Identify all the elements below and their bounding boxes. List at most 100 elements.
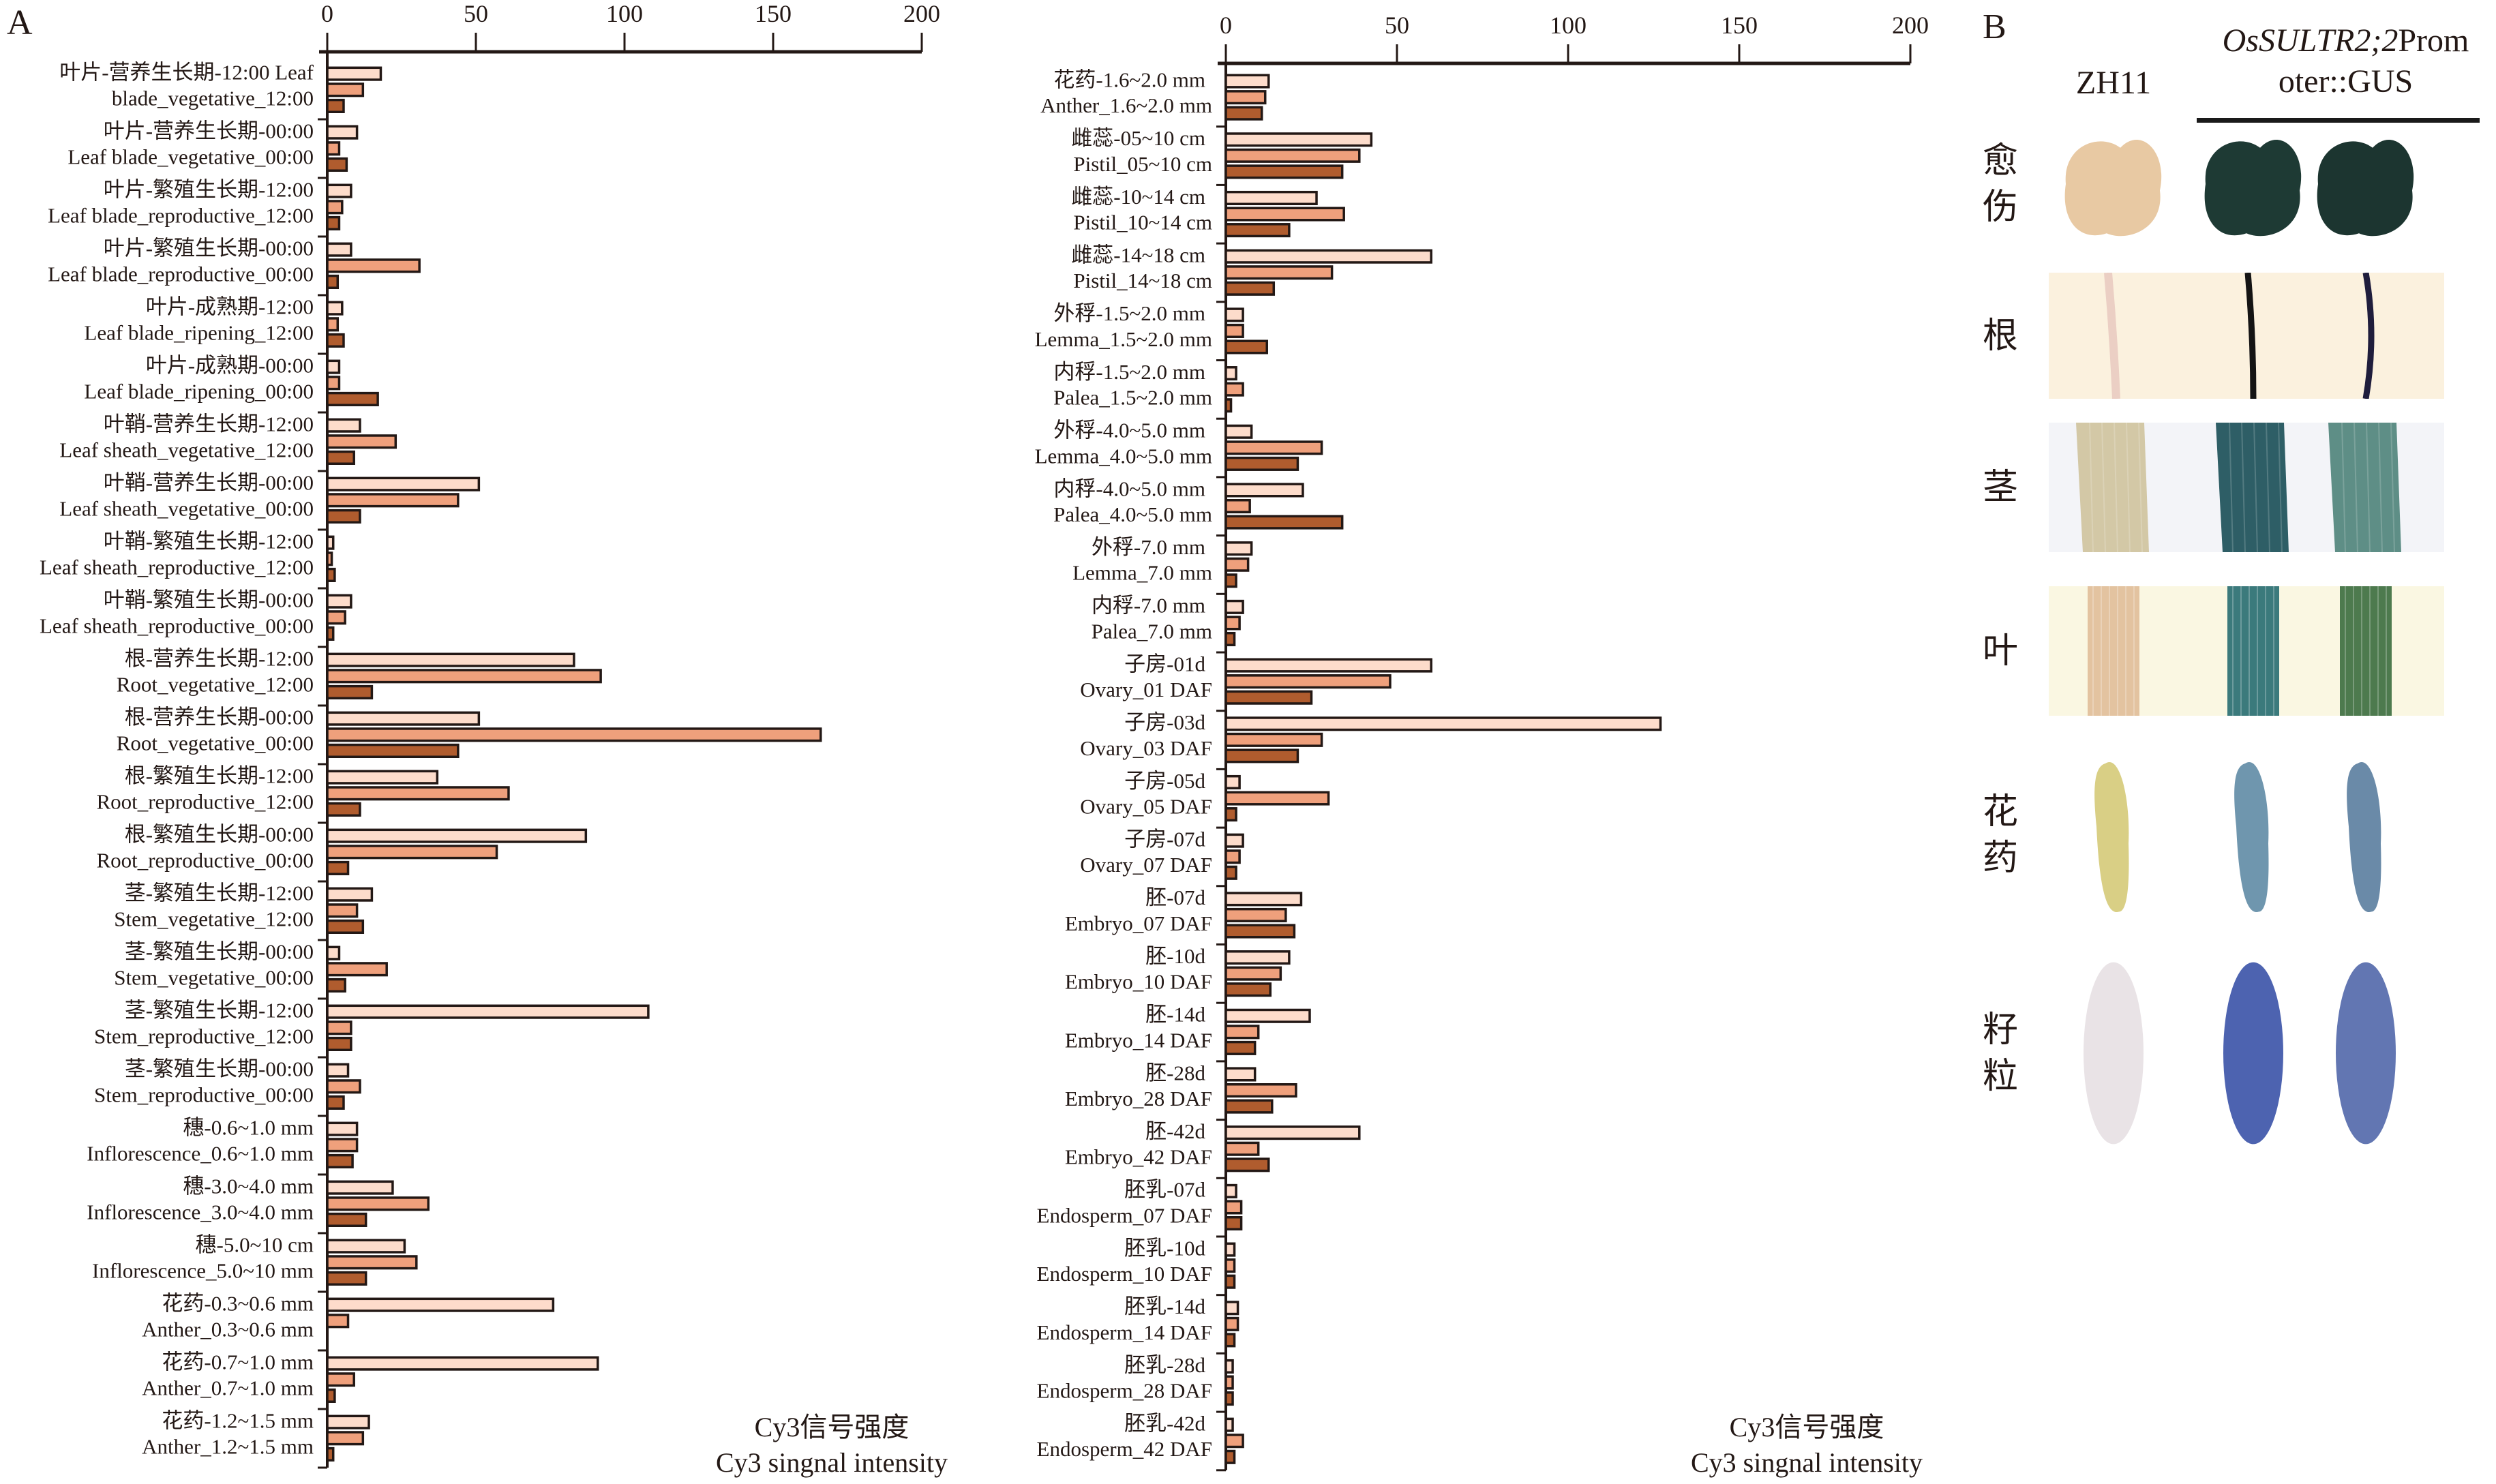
category-label-cn: 胚乳-28d: [1124, 1353, 1205, 1377]
bar-2: [326, 845, 498, 860]
bar-1: [326, 711, 481, 726]
bar-1: [326, 183, 352, 198]
category-label-en: Ovary_01 DAF: [1080, 678, 1212, 701]
cell-file-line: [2101, 423, 2106, 552]
category-label-cn: 茎-繁殖生长期-00:00: [125, 1057, 314, 1081]
category-label-en: Palea_1.5~2.0 mm: [1053, 386, 1212, 410]
category-label-en: Leaf sheath_vegetative_12:00: [59, 438, 314, 461]
sample-control-grain: [2084, 962, 2144, 1145]
category-label-en: Ovary_05 DAF: [1080, 795, 1212, 819]
category-label-en: Lemma_1.5~2.0 mm: [1035, 327, 1212, 351]
category-label-en: Leaf blade_reproductive_00:00: [48, 262, 314, 286]
cell-file-line: [2138, 423, 2143, 552]
bar-1: [326, 1121, 359, 1136]
bar-1: [326, 1356, 599, 1371]
bar-2: [326, 786, 510, 801]
category-label-cn: 花药-0.7~1.0 mm: [162, 1350, 314, 1374]
sample-gus-1-stem: [2216, 423, 2289, 552]
category-label-en: Root_reproductive_12:00: [96, 789, 314, 813]
bar-3: [326, 684, 374, 699]
bar-3: [1224, 807, 1237, 822]
sample-gus-1-root: [2244, 273, 2257, 399]
bar-1: [326, 887, 374, 902]
bar-2: [326, 1196, 430, 1211]
bar-3: [1224, 748, 1299, 763]
bar-1: [1224, 1417, 1234, 1432]
bar-1: [326, 242, 352, 257]
bar-3: [1224, 1333, 1236, 1348]
x-tick-label: 100: [1550, 12, 1587, 39]
bar-1: [326, 770, 439, 785]
category-label-cn: 胚乳-10d: [1124, 1236, 1205, 1260]
bar-3: [326, 743, 460, 758]
bar-2: [1224, 207, 1345, 222]
category-label-cn: 根-繁殖生长期-12:00: [125, 764, 314, 788]
bar-3: [1224, 865, 1237, 880]
category-label-en: Endosperm_28 DAF: [1037, 1379, 1212, 1403]
column-group-rule: [2197, 118, 2480, 123]
bar-2: [1224, 323, 1244, 338]
bar-1: [1224, 1125, 1361, 1140]
category-label-cn: 胚-28d: [1145, 1061, 1205, 1085]
category-label-en: Embryo_28 DAF: [1065, 1087, 1212, 1110]
bar-2: [1224, 1316, 1239, 1331]
category-label-en: Root_reproductive_00:00: [96, 848, 314, 872]
sample-gus-2-root: [2362, 273, 2375, 399]
bar-1: [326, 1297, 555, 1312]
category-label-en: Anther_0.7~1.0 mm: [142, 1376, 314, 1399]
sample-gus-2-callus: [2317, 139, 2414, 237]
bar-3: [326, 157, 348, 172]
bar-1: [1224, 892, 1303, 907]
bar-2: [326, 1138, 359, 1153]
bar-1: [1224, 716, 1662, 731]
category-label-cn: 内稃-7.0 mm: [1092, 594, 1205, 618]
bar-3: [1224, 281, 1276, 296]
bar-3: [1224, 1391, 1234, 1406]
bar-3: [326, 1036, 352, 1051]
category-label-en: Root_vegetative_00:00: [117, 731, 314, 755]
bar-3: [326, 1388, 336, 1403]
category-label-cn: 叶片-成熟期-12:00: [146, 295, 314, 319]
bar-2: [326, 1079, 361, 1094]
bar-2: [1224, 499, 1251, 514]
bar-2: [1224, 265, 1334, 280]
bar-2: [1224, 1025, 1260, 1040]
bar-3: [326, 1447, 335, 1462]
category-label-en: Leaf sheath_reproductive_12:00: [40, 555, 314, 579]
bar-2: [1224, 907, 1287, 922]
bar-1: [1224, 1359, 1234, 1374]
bar-1: [326, 945, 341, 960]
category-label-cn: 花药-1.2~1.5 mm: [162, 1409, 314, 1433]
photo-row-grain: [2084, 962, 2396, 1145]
bar-2: [1224, 849, 1241, 864]
cell-file-line: [2241, 423, 2246, 552]
photo-row-root: [2049, 273, 2444, 399]
cell-file-line: [2266, 423, 2270, 552]
bar-3: [1224, 1215, 1243, 1231]
x-axis-title-left: Cy3信号强度 Cy3 singnal intensity: [689, 1410, 975, 1481]
cell-file-line: [2126, 423, 2131, 552]
category-label-cn: 茎-繁殖生长期-12:00: [125, 881, 314, 905]
gene-suffix: Prom: [2398, 22, 2469, 59]
bar-3: [1224, 223, 1291, 238]
bar-1: [1224, 774, 1241, 790]
bar-2: [326, 82, 365, 97]
bar-2: [326, 1255, 418, 1270]
row-label-leaf: 叶: [1982, 631, 2018, 671]
category-label-cn: 叶鞘-营养生长期-12:00: [104, 412, 314, 436]
sample-gus-1-leaf: [2227, 586, 2279, 716]
bar-2: [1224, 557, 1250, 572]
bar-3: [1224, 1099, 1274, 1114]
bar-2: [326, 610, 346, 625]
category-label-en: Embryo_14 DAF: [1065, 1028, 1212, 1052]
cell-file-line: [2366, 423, 2371, 552]
bar-chart-left: 0 50 100 150 200 叶片-营养生长期-12:00 Leafblade_veg…: [40, 0, 940, 1469]
x-tick-label: 50: [1385, 12, 1409, 39]
bar-2: [1224, 616, 1241, 631]
sample-gus-2-anther: [2347, 761, 2381, 913]
bar-1: [1224, 541, 1253, 556]
bar-2: [1224, 791, 1330, 806]
category-label-en: Stem_vegetative_00:00: [114, 965, 314, 989]
cell-file-line: [2089, 423, 2094, 552]
x-axis-title-en: Cy3 singnal intensity: [716, 1447, 948, 1478]
